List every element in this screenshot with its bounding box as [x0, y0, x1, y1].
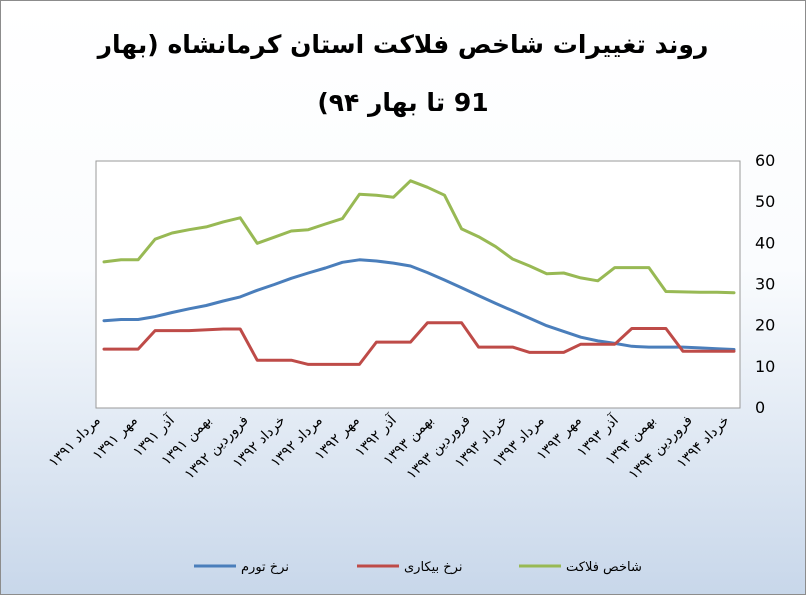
- y-tick-label: 10: [755, 357, 775, 376]
- y-tick-label: 0: [755, 398, 765, 417]
- legend-label-3: شاخص فلاکت: [566, 560, 642, 575]
- y-tick-label: 60: [755, 151, 775, 170]
- series-line-2: [102, 321, 736, 366]
- x-tick-label: مرداد ۱۳۹۱: [46, 413, 104, 471]
- y-axis: 0 10 20 30 40 50 60: [755, 151, 775, 417]
- y-tick-label: 30: [755, 275, 775, 294]
- y-tick-label: 40: [755, 233, 775, 252]
- chart-title-line-2: 91 تا بهار ۹۴): [317, 88, 489, 117]
- y-tick-label: 50: [755, 192, 775, 211]
- legend: نرخ تورم نرخ بیکاری شاخص فلاکت: [194, 560, 642, 575]
- y-tick-label: 20: [755, 316, 775, 335]
- series-line-3: [102, 179, 736, 295]
- plot-area: [95, 160, 741, 409]
- series-group: [102, 179, 736, 366]
- chart-title-line-1: روند تغییرات شاخص فلاکت استان کرمانشاه (…: [97, 30, 709, 59]
- series-line-1: [102, 258, 736, 351]
- legend-label-1: نرخ تورم: [241, 560, 289, 575]
- legend-label-2: نرخ بیکاری: [404, 560, 462, 575]
